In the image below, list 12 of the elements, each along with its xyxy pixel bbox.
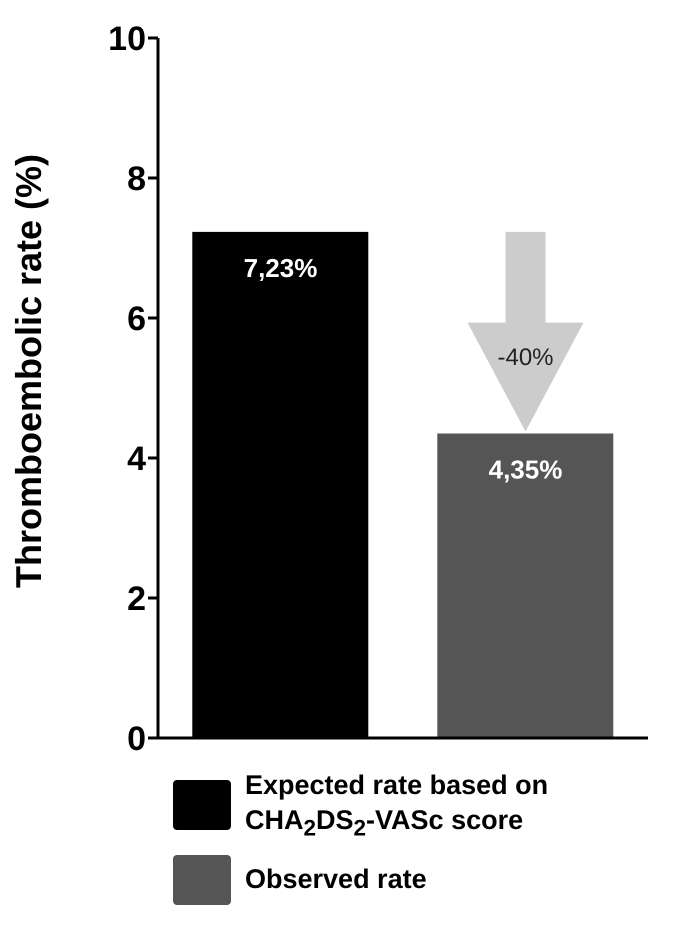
- data-label: 7,23%: [244, 252, 318, 283]
- y-axis-title: Thromboembolic rate (%): [8, 154, 49, 588]
- y-tick-label: 2: [127, 580, 146, 618]
- y-tick-label: 8: [127, 160, 146, 198]
- annotation: -40%: [497, 344, 554, 371]
- legend-label: Expected rate based on CHA$_{2}$DS$_{2}$-VASc score: [245, 769, 550, 842]
- data-label: 4,35%: [488, 454, 562, 484]
- y-tick-label: 6: [127, 300, 146, 338]
- y-tick-label: 0: [127, 720, 146, 758]
- legend-label: Observed rate: [245, 863, 428, 896]
- y-tick-label: 4: [127, 440, 146, 478]
- y-tick-label: 10: [108, 20, 146, 58]
